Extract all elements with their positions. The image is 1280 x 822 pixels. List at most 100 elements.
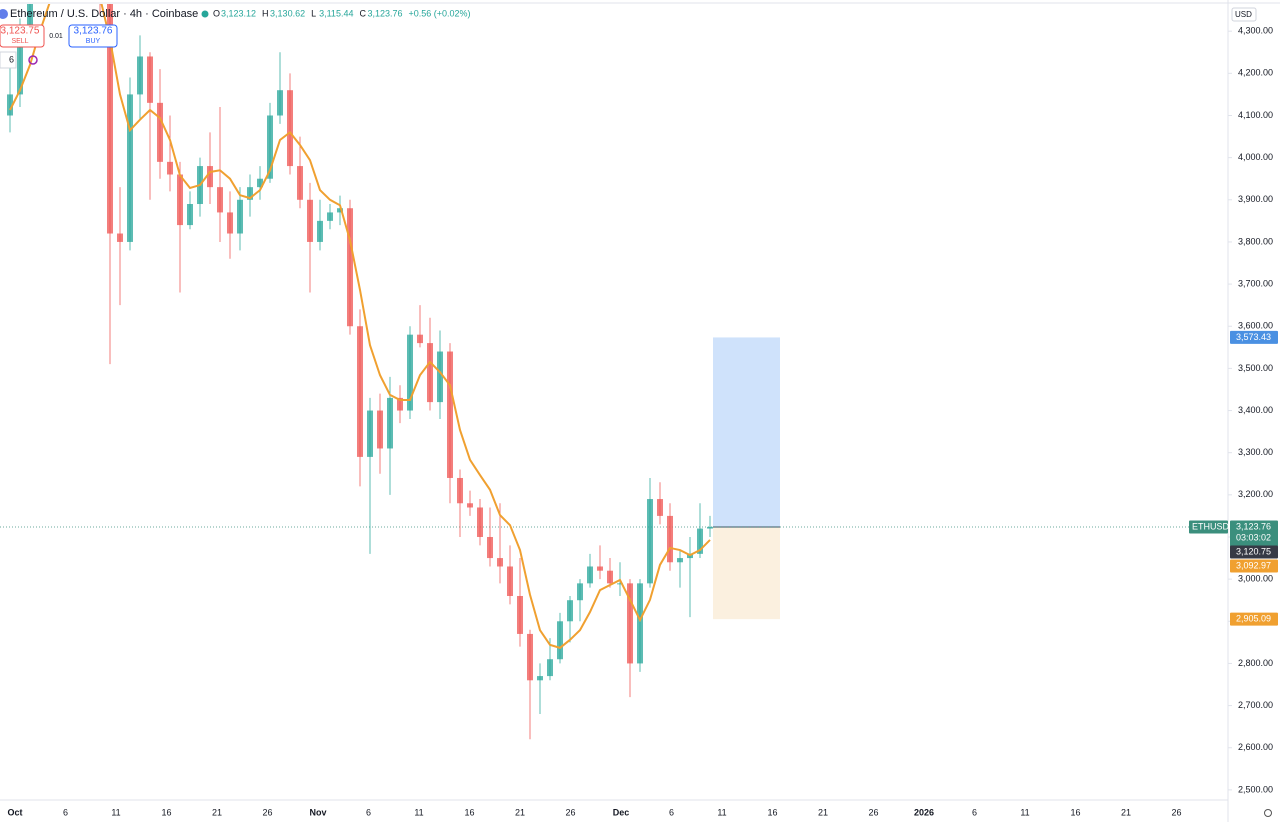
candle-body bbox=[7, 94, 13, 116]
x-tick-label: 26 bbox=[868, 807, 878, 817]
candle-body bbox=[607, 570, 613, 584]
x-tick-label: 21 bbox=[1121, 807, 1131, 817]
candle-body bbox=[127, 94, 133, 242]
position-stop-zone bbox=[713, 526, 780, 620]
candle-body bbox=[427, 343, 433, 403]
x-tick-label: 11 bbox=[1020, 807, 1029, 817]
x-tick-label: 6 bbox=[669, 807, 674, 817]
bid-label-box bbox=[1230, 545, 1278, 559]
candle-body bbox=[217, 187, 223, 213]
y-tick-label: 4,200.00 bbox=[1238, 68, 1273, 78]
candle-body bbox=[437, 351, 443, 403]
candle-body bbox=[377, 410, 383, 449]
candle-body bbox=[257, 178, 263, 188]
candle-body bbox=[147, 56, 153, 103]
candle-body bbox=[327, 212, 333, 221]
bid-label: 3,120.75 bbox=[1236, 546, 1271, 556]
candle-body bbox=[507, 566, 513, 596]
x-tick-label: 6 bbox=[366, 807, 371, 817]
x-tick-label: 11 bbox=[414, 807, 423, 817]
candle-body bbox=[697, 528, 703, 554]
candle-body bbox=[597, 566, 603, 571]
x-tick-label: 21 bbox=[515, 807, 525, 817]
x-tick-label: 26 bbox=[565, 807, 575, 817]
ma-label-box bbox=[1230, 559, 1278, 573]
currency-box[interactable] bbox=[1231, 7, 1257, 22]
alert-icon[interactable] bbox=[28, 55, 38, 65]
x-tick-label: 16 bbox=[1070, 807, 1080, 817]
x-tick-label: Oct bbox=[7, 807, 22, 817]
candle-body bbox=[667, 515, 673, 563]
symbol-icon bbox=[0, 9, 8, 19]
sell-price: 3,123.75 bbox=[1, 26, 40, 37]
spread: 0.01 bbox=[49, 33, 63, 40]
candle-body bbox=[617, 583, 623, 585]
buy-price: 3,123.76 bbox=[74, 26, 113, 37]
market-status bbox=[201, 10, 209, 18]
y-tick-label: 3,300.00 bbox=[1238, 447, 1273, 457]
x-tick-label: 21 bbox=[818, 807, 828, 817]
moving-average bbox=[9, 4, 711, 649]
candle-body bbox=[167, 161, 173, 175]
candle-body bbox=[107, 4, 113, 234]
buy-button[interactable] bbox=[68, 24, 118, 48]
ma-label: 3,092.97 bbox=[1236, 560, 1271, 570]
candle-body bbox=[587, 566, 593, 584]
ohlc-key: C bbox=[359, 8, 366, 18]
candle-body bbox=[207, 166, 213, 188]
x-tick-label: 11 bbox=[111, 807, 120, 817]
symbol-title: Ethereum / U.S. Dollar · 4h · Coinbase bbox=[10, 8, 198, 20]
y-tick-label: 3,200.00 bbox=[1238, 489, 1273, 499]
y-tick-label: 2,800.00 bbox=[1238, 658, 1273, 668]
last-price-label: 3,123.76 bbox=[1236, 521, 1271, 531]
settings-icon[interactable] bbox=[1264, 809, 1272, 817]
y-tick-label: 2,500.00 bbox=[1238, 784, 1273, 794]
axes: 4,300.00 4,200.00 4,100.00 4,000.00 3,900.00… bbox=[7, 26, 1278, 817]
candle-body bbox=[17, 31, 23, 95]
candle-body bbox=[157, 102, 163, 162]
x-tick-label: 6 bbox=[63, 807, 68, 817]
ohlc-value: 3,130.62 bbox=[270, 8, 305, 18]
candle-body bbox=[387, 397, 393, 449]
indicator-value: 6 bbox=[9, 54, 14, 64]
candle-body bbox=[277, 90, 283, 116]
ohlc-key: L bbox=[311, 8, 316, 18]
candle-body bbox=[347, 208, 353, 327]
sell-button[interactable] bbox=[0, 24, 45, 48]
candle-body bbox=[397, 397, 403, 411]
ohlc-key: O bbox=[213, 8, 220, 18]
candle-body bbox=[457, 477, 463, 504]
candle-body bbox=[177, 174, 183, 226]
candle-body bbox=[97, 0, 103, 2]
candle-body bbox=[497, 558, 503, 567]
x-tick-label: Nov bbox=[309, 807, 326, 817]
symbol-badge bbox=[1189, 520, 1228, 534]
candle-body bbox=[337, 208, 343, 213]
y-tick-label: 3,800.00 bbox=[1238, 236, 1273, 246]
ohlc-change: +0.56 (+0.02%) bbox=[409, 8, 471, 18]
candle-body bbox=[707, 526, 713, 529]
candle-body bbox=[577, 583, 583, 601]
countdown: 03:03:02 bbox=[1236, 532, 1271, 542]
candle-body bbox=[517, 595, 523, 634]
candle-body bbox=[487, 536, 493, 559]
candle-body bbox=[187, 204, 193, 226]
candle-body bbox=[137, 56, 143, 95]
x-tick-label: 16 bbox=[464, 807, 474, 817]
candle-body bbox=[657, 499, 663, 516]
candle-body bbox=[317, 220, 323, 242]
ohlc-key: H bbox=[262, 8, 269, 18]
indicator-box[interactable] bbox=[0, 51, 17, 69]
y-tick-label: 3,700.00 bbox=[1238, 278, 1273, 288]
y-tick-label: 4,000.00 bbox=[1238, 152, 1273, 162]
candle-body bbox=[237, 199, 243, 234]
candle-body bbox=[247, 187, 253, 200]
ohlc-value: 3,123.12 bbox=[221, 8, 256, 18]
stop-label-box bbox=[1230, 612, 1278, 626]
candle-body bbox=[677, 558, 683, 563]
y-tick-label: 3,600.00 bbox=[1238, 321, 1273, 331]
stop-label: 2,905.09 bbox=[1236, 614, 1271, 624]
sell-label: SELL bbox=[11, 38, 28, 45]
